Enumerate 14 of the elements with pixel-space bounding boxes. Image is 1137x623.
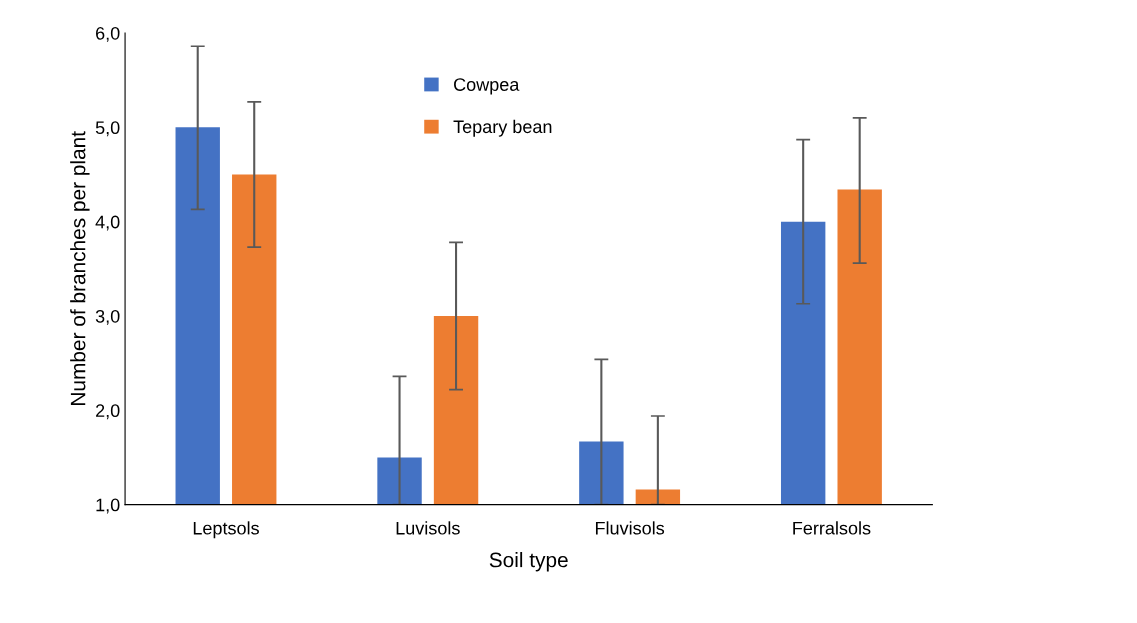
legend-label: Tepary bean [453, 119, 552, 137]
x-tick-label: Leptsols [193, 521, 259, 539]
y-tick-label: 3,0 [95, 309, 120, 325]
y-axis-title: Number of branches per plant [70, 131, 90, 405]
x-tick-label: Luvisols [396, 521, 460, 535]
y-tick-label: 1,0 [96, 498, 120, 514]
x-tick-label: Fluvisols [595, 521, 665, 535]
y-tick-label: 2,0 [96, 404, 120, 420]
x-axis-title: Soil type [489, 552, 568, 572]
y-tick-label: 5,0 [95, 121, 120, 137]
x-tick-label: Ferralsols [793, 521, 871, 535]
legend-label: Cowpea [454, 78, 520, 95]
y-tick-label: 4,0 [95, 215, 120, 231]
y-tick-label: 6,0 [96, 26, 120, 42]
